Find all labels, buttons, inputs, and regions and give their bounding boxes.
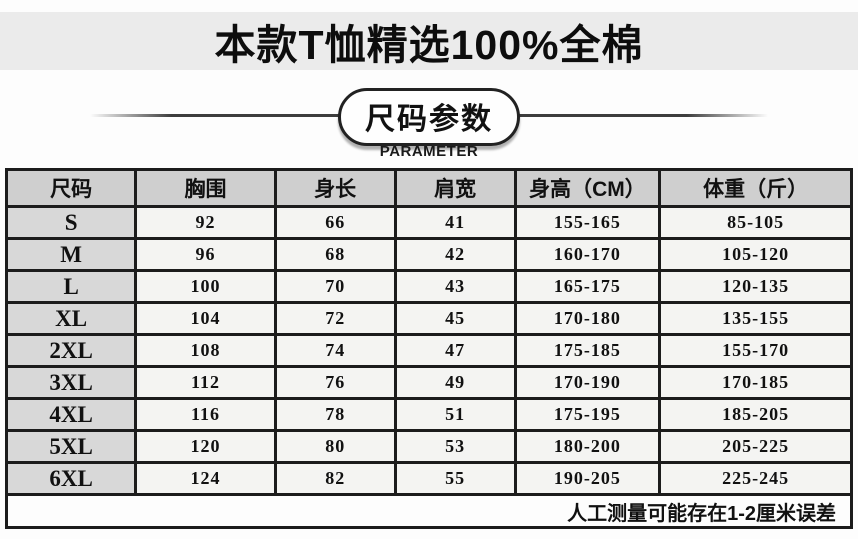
size-label-cell: L <box>4 269 138 304</box>
value-cell: 170-190 <box>513 365 662 400</box>
value-cell: 170-185 <box>658 365 853 400</box>
value-cell: 170-180 <box>513 301 662 336</box>
value-cell: 185-205 <box>658 397 853 432</box>
measurement-note: 人工测量可能存在1-2厘米误差 <box>5 493 853 529</box>
value-cell: 160-170 <box>513 237 662 272</box>
size-label-cell: 5XL <box>4 429 138 464</box>
size-label-cell: 2XL <box>4 333 138 368</box>
table-row: 6XL 124 82 55 190-205 225-245 <box>4 461 853 496</box>
value-cell: 205-225 <box>658 429 853 464</box>
value-cell: 70 <box>273 269 397 304</box>
value-cell: 124 <box>134 461 277 496</box>
value-cell: 45 <box>393 301 517 336</box>
table-body: S 92 66 41 155-165 85-105 M 96 68 42 160-170 105-12… <box>4 205 853 496</box>
value-cell: 112 <box>134 365 277 400</box>
column-header: 体重（斤） <box>658 168 853 208</box>
value-cell: 68 <box>273 237 397 272</box>
size-label-cell: M <box>4 237 138 272</box>
value-cell: 225-245 <box>658 461 853 496</box>
value-cell: 165-175 <box>513 269 662 304</box>
value-cell: 80 <box>273 429 397 464</box>
value-cell: 92 <box>134 205 277 240</box>
table-row: 2XL 108 74 47 175-185 155-170 <box>4 333 853 368</box>
column-header: 身高（CM） <box>513 168 662 208</box>
value-cell: 42 <box>393 237 517 272</box>
size-label-cell: S <box>4 205 138 240</box>
value-cell: 120 <box>134 429 277 464</box>
value-cell: 55 <box>393 461 517 496</box>
parameter-badge: 尺码参数 <box>338 88 520 146</box>
value-cell: 51 <box>393 397 517 432</box>
size-label-cell: 4XL <box>4 397 138 432</box>
column-header: 胸围 <box>134 168 277 208</box>
value-cell: 82 <box>273 461 397 496</box>
value-cell: 105-120 <box>658 237 853 272</box>
value-cell: 96 <box>134 237 277 272</box>
value-cell: 120-135 <box>658 269 853 304</box>
size-label-cell: 3XL <box>4 365 138 400</box>
table-row: 3XL 112 76 49 170-190 170-185 <box>4 365 853 400</box>
table-row: L 100 70 43 165-175 120-135 <box>4 269 853 304</box>
value-cell: 47 <box>393 333 517 368</box>
value-cell: 66 <box>273 205 397 240</box>
table-header-row: 尺码 胸围 身长 肩宽 身高（CM） 体重（斤） <box>4 168 853 208</box>
table-row: XL 104 72 45 170-180 135-155 <box>4 301 853 336</box>
value-cell: 72 <box>273 301 397 336</box>
value-cell: 74 <box>273 333 397 368</box>
column-header: 身长 <box>273 168 397 208</box>
value-cell: 108 <box>134 333 277 368</box>
value-cell: 190-205 <box>513 461 662 496</box>
size-label-cell: XL <box>4 301 138 336</box>
value-cell: 41 <box>393 205 517 240</box>
value-cell: 155-165 <box>513 205 662 240</box>
column-header: 尺码 <box>4 168 138 208</box>
value-cell: 43 <box>393 269 517 304</box>
table-row: M 96 68 42 160-170 105-120 <box>4 237 853 272</box>
value-cell: 180-200 <box>513 429 662 464</box>
column-header: 肩宽 <box>393 168 517 208</box>
size-label-cell: 6XL <box>4 461 138 496</box>
value-cell: 155-170 <box>658 333 853 368</box>
value-cell: 135-155 <box>658 301 853 336</box>
size-table: 尺码 胸围 身长 肩宽 身高（CM） 体重（斤） S 92 66 41 155-165 85-105… <box>4 168 853 529</box>
value-cell: 100 <box>134 269 277 304</box>
table-row: 4XL 116 78 51 175-195 185-205 <box>4 397 853 432</box>
value-cell: 175-195 <box>513 397 662 432</box>
value-cell: 116 <box>134 397 277 432</box>
value-cell: 76 <box>273 365 397 400</box>
value-cell: 85-105 <box>658 205 853 240</box>
title-band: 本款T恤精选100%全棉 <box>0 12 858 70</box>
table-footer-row: 人工测量可能存在1-2厘米误差 <box>5 493 853 529</box>
value-cell: 49 <box>393 365 517 400</box>
value-cell: 78 <box>273 397 397 432</box>
table-row: S 92 66 41 155-165 85-105 <box>4 205 853 240</box>
value-cell: 175-185 <box>513 333 662 368</box>
value-cell: 104 <box>134 301 277 336</box>
table-row: 5XL 120 80 53 180-200 205-225 <box>4 429 853 464</box>
parameter-subtitle: PARAMETER <box>379 143 479 160</box>
parameter-section: 尺码参数 PARAMETER <box>0 86 858 160</box>
page-title: 本款T恤精选100%全棉 <box>214 22 644 68</box>
value-cell: 53 <box>393 429 517 464</box>
